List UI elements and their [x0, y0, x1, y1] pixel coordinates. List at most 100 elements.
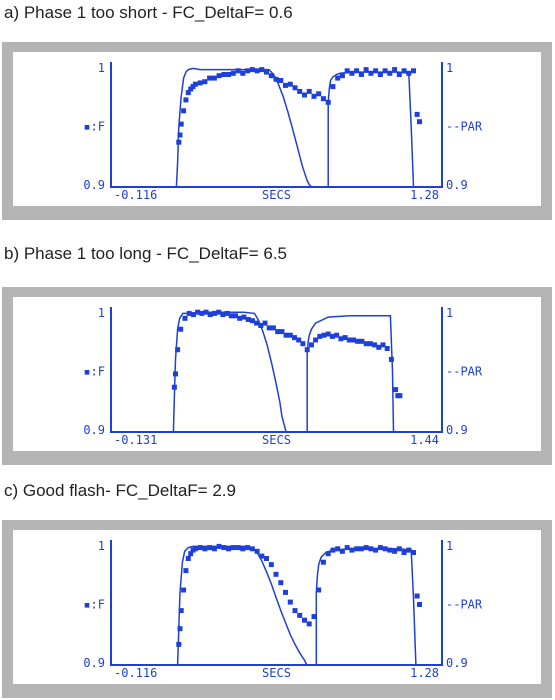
f-series-point [226, 72, 232, 77]
f-series-point [401, 550, 407, 555]
f-series-point [297, 612, 303, 618]
f-series-point [221, 72, 227, 77]
f-series-point [279, 329, 285, 335]
f-series-point [283, 589, 288, 595]
chart-b-panel: 1 0.9 ▪:F 1 0.9 --PAR -0.131 1.44 SECS [2, 287, 552, 465]
f-series-point [221, 545, 227, 551]
f-series-point [396, 72, 402, 77]
f-series-point [188, 551, 194, 557]
f-series-point [207, 75, 213, 81]
f-series-point [304, 347, 310, 353]
f-series-point [382, 546, 388, 552]
f-series-point [382, 68, 388, 74]
f-series-point [300, 341, 306, 347]
f-series-point [292, 85, 298, 91]
f-series-point [376, 344, 382, 350]
f-series-point [380, 342, 386, 348]
f-series-point [216, 73, 222, 79]
f-series-point [287, 599, 293, 605]
f-series-point [311, 614, 317, 620]
f-series-point [202, 546, 208, 552]
f-series-point [330, 84, 336, 90]
f-series-point [346, 337, 352, 343]
chart-b-caption: b) Phase 1 too long - FC_DeltaF= 6.5 [4, 244, 288, 263]
f-series-point [396, 546, 402, 552]
f-series-point [329, 333, 335, 339]
par-series-line [111, 311, 442, 433]
f-series-point [254, 320, 260, 326]
f-series-point [192, 546, 198, 552]
f-series-point [296, 337, 302, 343]
f-series-point [233, 313, 238, 319]
f-series-point [175, 347, 181, 353]
f-series-point [359, 338, 365, 344]
f-series-point [275, 329, 281, 335]
left-axis-label: ▪:F [83, 598, 105, 612]
chart-c-panel: 1 0.9 ▪:F 1 0.9 --PAR -0.116 1.28 SECS [2, 520, 552, 698]
f-series-point [278, 580, 284, 586]
f-series-point [245, 68, 251, 74]
f-series-point [363, 545, 369, 551]
f-series-point [306, 88, 312, 94]
f-series-point [258, 323, 264, 328]
f-series-point [183, 568, 189, 574]
chart-b-plot: 1 0.9 ▪:F 1 0.9 --PAR -0.131 1.44 SECS [2, 287, 552, 465]
f-series-point [259, 553, 265, 559]
x-axis-max-tick: 1.28 [410, 666, 439, 680]
chart-a-panel: 1 0.9 ▪:F 1 0.9 --PAR -0.116 1.28 SECS [2, 42, 552, 220]
f-series-point [278, 78, 284, 83]
f-series-point [235, 545, 241, 551]
f-series-point [414, 111, 420, 117]
x-axis-label: SECS [262, 666, 291, 680]
chart-a-plot: 1 0.9 ▪:F 1 0.9 --PAR -0.116 1.28 SECS [2, 42, 552, 220]
right-axis-top-tick: 1 [446, 539, 453, 553]
f-series-point [186, 310, 192, 316]
f-series-point [414, 593, 420, 599]
f-series-point [249, 318, 255, 324]
f-series-point [411, 550, 416, 555]
f-series-point [351, 337, 356, 343]
left-axis-top-tick: 1 [98, 61, 105, 75]
f-series-point [203, 309, 209, 315]
f-series-point [268, 562, 274, 568]
f-series-point [195, 309, 201, 315]
f-series-point [287, 332, 293, 338]
f-series-point [367, 341, 373, 347]
f-series-point [228, 313, 234, 319]
f-series-point [197, 545, 203, 551]
f-series-point [308, 342, 314, 348]
f-series-point [273, 571, 279, 577]
f-series-point [377, 72, 383, 77]
f-series-point [212, 310, 217, 316]
right-axis-bottom-tick: 0.9 [446, 656, 468, 670]
f-series-point [235, 68, 241, 74]
f-series-point [249, 67, 255, 73]
f-series-point [320, 559, 326, 565]
f-series-point [283, 82, 288, 88]
x-axis-label: SECS [262, 188, 291, 202]
f-series-point [173, 371, 178, 377]
f-series-point [292, 335, 297, 341]
left-axis-top-tick: 1 [98, 306, 105, 320]
f-series-point [325, 99, 331, 105]
f-series-point [181, 587, 187, 593]
f-series-point [311, 93, 317, 99]
f-series-point [349, 547, 355, 553]
f-series-point [199, 310, 205, 316]
f-series-point [181, 108, 187, 114]
f-series-point [216, 543, 222, 549]
f-series-point [313, 337, 319, 343]
f-series-point [197, 80, 203, 86]
right-axis-top-tick: 1 [446, 306, 453, 320]
f-series-point [211, 546, 217, 552]
left-axis-label: ▪:F [83, 365, 105, 379]
f-series-point [207, 312, 213, 318]
f-series-point [245, 545, 251, 551]
x-axis-min-tick: -0.131 [114, 433, 157, 447]
f-series-point [182, 315, 188, 321]
f-series-point [254, 548, 260, 554]
f-series-point [266, 325, 272, 331]
f-series-point [339, 548, 345, 554]
f-series-point [183, 97, 189, 103]
f-series-point [192, 81, 198, 87]
